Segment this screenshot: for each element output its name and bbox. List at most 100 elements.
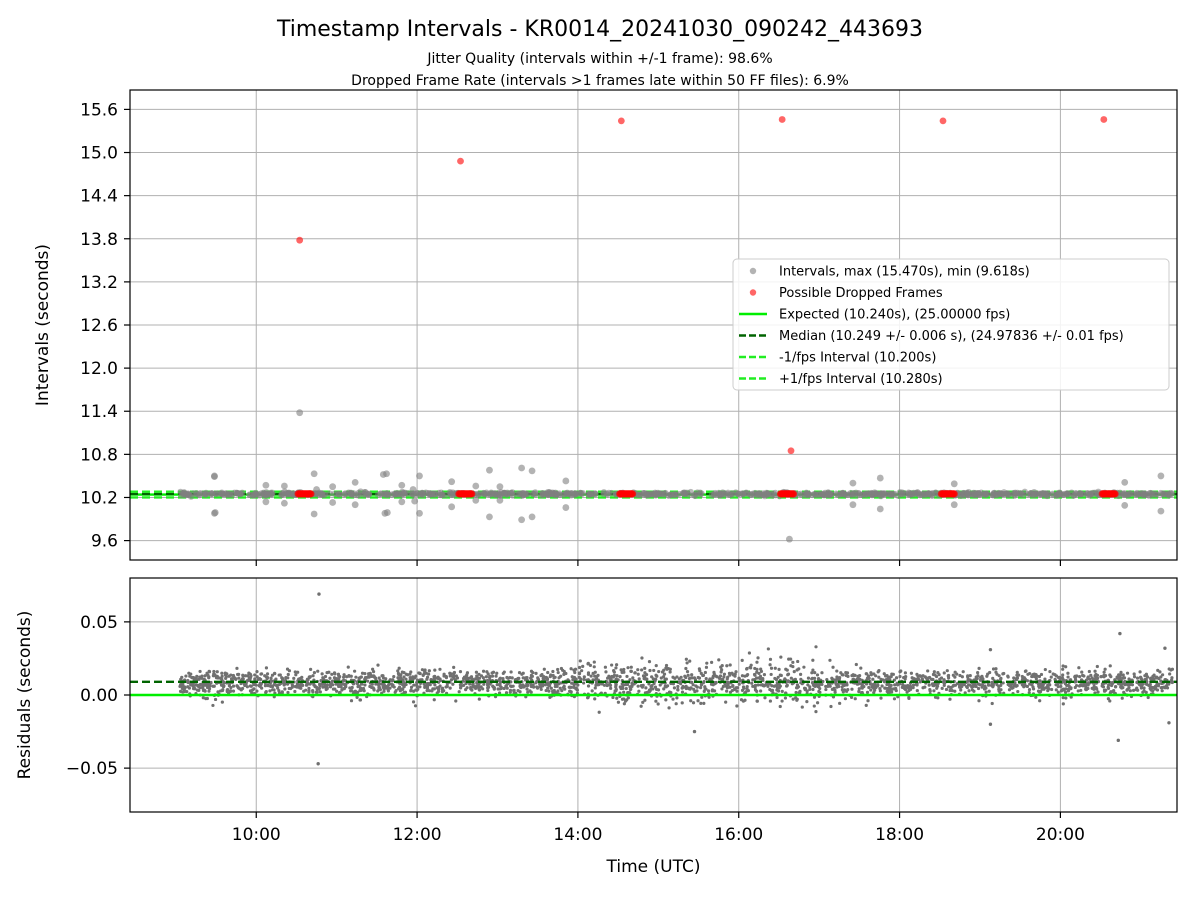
- residual-point: [650, 675, 654, 679]
- residual-point: [704, 677, 708, 681]
- interval-point: [398, 498, 406, 506]
- residual-point: [746, 672, 750, 677]
- residual-point: [906, 683, 910, 688]
- residual-point: [497, 691, 502, 695]
- residuals-reference-lines: [130, 680, 1177, 697]
- residual-point: [1159, 679, 1163, 683]
- residual-point: [802, 686, 807, 690]
- residual-point: [451, 682, 455, 686]
- intervals-y-tick-label: 12.6: [80, 316, 118, 336]
- residual-point: [829, 704, 833, 709]
- residual-point: [495, 671, 499, 675]
- residual-point: [397, 666, 401, 670]
- residual-point: [789, 657, 793, 661]
- residual-point: [953, 670, 957, 674]
- residual-point: [1061, 687, 1065, 692]
- residual-point: [378, 678, 382, 683]
- residuals-x-tick-label: 14:00: [553, 825, 602, 845]
- residual-point: [944, 687, 949, 692]
- interval-point: [837, 490, 845, 497]
- residual-point: [971, 684, 975, 688]
- residual-point: [558, 686, 562, 690]
- residual-point: [1050, 687, 1054, 692]
- residual-point: [1054, 683, 1058, 687]
- residual-point: [316, 669, 320, 673]
- residual-point: [643, 671, 647, 675]
- residual-point: [903, 677, 907, 681]
- residual-point: [455, 676, 460, 680]
- residual-point: [457, 690, 461, 694]
- residual-outlier: [988, 647, 993, 652]
- residual-point: [948, 688, 952, 693]
- residual-point: [722, 675, 726, 679]
- residual-point: [933, 673, 937, 677]
- residual-point: [409, 685, 414, 689]
- residual-point: [220, 700, 224, 704]
- residual-point: [795, 683, 800, 687]
- residual-point: [1120, 682, 1124, 686]
- residual-point: [780, 689, 784, 693]
- interval-point: [363, 490, 371, 498]
- residual-point: [622, 690, 626, 694]
- residual-point: [817, 678, 821, 682]
- residual-point: [658, 683, 662, 687]
- interval-point: [1063, 490, 1071, 497]
- residual-point: [874, 674, 878, 678]
- residual-point: [662, 687, 666, 691]
- interval-point: [411, 497, 419, 505]
- intervals-y-tick-label: 10.2: [80, 488, 118, 508]
- interval-point: [711, 489, 719, 497]
- residual-point: [860, 690, 864, 695]
- residual-point: [221, 679, 225, 684]
- residual-point: [897, 682, 902, 686]
- residual-point: [720, 687, 724, 691]
- intervals-panel: 9.6 10.2 10.8 11.4 12.0 12.6 13.2 13.8 14.4 15.0 1…: [33, 89, 1178, 566]
- interval-point: [310, 470, 318, 478]
- residual-point: [270, 673, 275, 677]
- residual-point: [411, 675, 415, 679]
- residual-point: [1039, 672, 1044, 677]
- residual-point: [376, 683, 381, 687]
- residual-point: [911, 686, 915, 690]
- interval-point: [351, 501, 359, 509]
- residual-point: [277, 673, 281, 677]
- residual-point: [942, 683, 946, 687]
- residual-point: [186, 678, 190, 683]
- residual-point: [1061, 673, 1065, 677]
- residual-point: [309, 667, 313, 671]
- residual-point: [245, 685, 249, 689]
- residual-point: [967, 689, 971, 693]
- residual-point: [342, 673, 346, 677]
- residual-point: [1001, 672, 1005, 676]
- residual-point: [637, 689, 641, 693]
- residual-point: [338, 691, 342, 695]
- residual-point: [553, 684, 557, 689]
- interval-point: [1013, 490, 1020, 498]
- residual-point: [1020, 682, 1024, 687]
- residual-point: [277, 689, 281, 693]
- residual-point: [219, 676, 223, 680]
- residual-point: [876, 670, 880, 674]
- residual-point: [318, 690, 322, 694]
- residual-outlier: [1163, 646, 1167, 650]
- residual-point: [843, 697, 847, 701]
- residual-point: [435, 691, 439, 695]
- residual-point: [469, 687, 473, 691]
- residual-point: [740, 674, 745, 678]
- residual-point: [909, 671, 914, 675]
- residual-point: [1036, 682, 1040, 686]
- interval-point: [850, 491, 857, 498]
- residual-point: [328, 682, 332, 687]
- residual-point: [245, 674, 250, 678]
- residual-point: [555, 691, 559, 695]
- interval-point: [636, 491, 643, 498]
- interval-point: [1153, 491, 1161, 498]
- residual-point: [815, 701, 820, 705]
- residual-point: [785, 684, 789, 688]
- residual-point: [294, 673, 298, 677]
- residual-point: [579, 677, 583, 681]
- interval-point: [764, 490, 772, 498]
- residual-point: [731, 684, 735, 688]
- residual-point: [269, 684, 273, 689]
- residual-point: [1120, 696, 1124, 700]
